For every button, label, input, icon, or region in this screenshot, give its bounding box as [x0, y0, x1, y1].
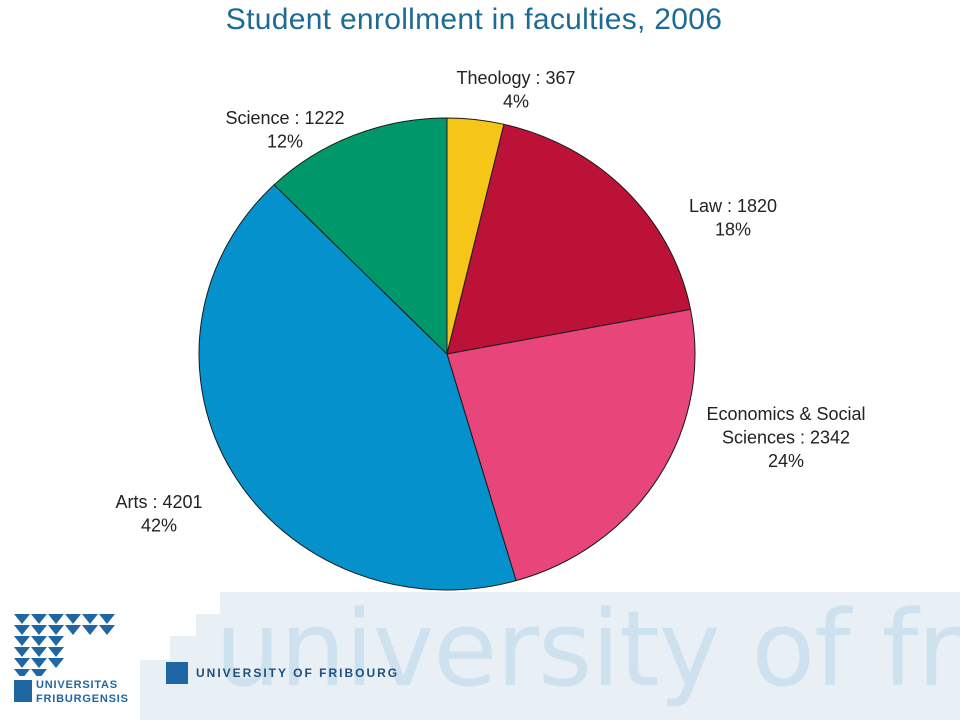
university-wordmark: university of fribourg [215, 592, 960, 710]
crest-text-friburgensis: FRIBURGENSIS [36, 693, 129, 705]
footer-steps [140, 592, 960, 720]
pie-slice-economics-social-sciences [446, 308, 696, 582]
pie-chart: Theology : 367 4% Law : 1820 18% Economics &… [115, 68, 866, 591]
pie-slice-arts [198, 184, 517, 591]
pie-slice-law [446, 123, 692, 355]
crest-text-universitas: UNIVERSITAS [36, 679, 118, 691]
crest-side-bar [14, 680, 32, 702]
university-square-mark [166, 662, 188, 684]
footer-band: university of fribourg UNIVERSITY OF FRI… [0, 592, 960, 720]
pie-slice-science [273, 117, 448, 356]
slice-labels: Theology : 367 4% Law : 1820 18% Economics &… [115, 68, 865, 535]
slice-label-theology: Theology : 367 4% [456, 68, 575, 111]
slice-label-economics-social-sciences: Economics & Social Sciences : 2342 24% [706, 404, 865, 471]
university-name: UNIVERSITY OF FRIBOURG [196, 666, 400, 680]
slice-label-law: Law : 1820 18% [689, 196, 777, 239]
chart-title: Student enrollment in faculties, 2006 [225, 3, 723, 36]
slice-label-arts: Arts : 4201 42% [115, 492, 202, 535]
slice-label-science: Science : 1222 12% [225, 108, 344, 151]
pie-slices [198, 117, 696, 591]
university-crest-logo [14, 614, 115, 676]
